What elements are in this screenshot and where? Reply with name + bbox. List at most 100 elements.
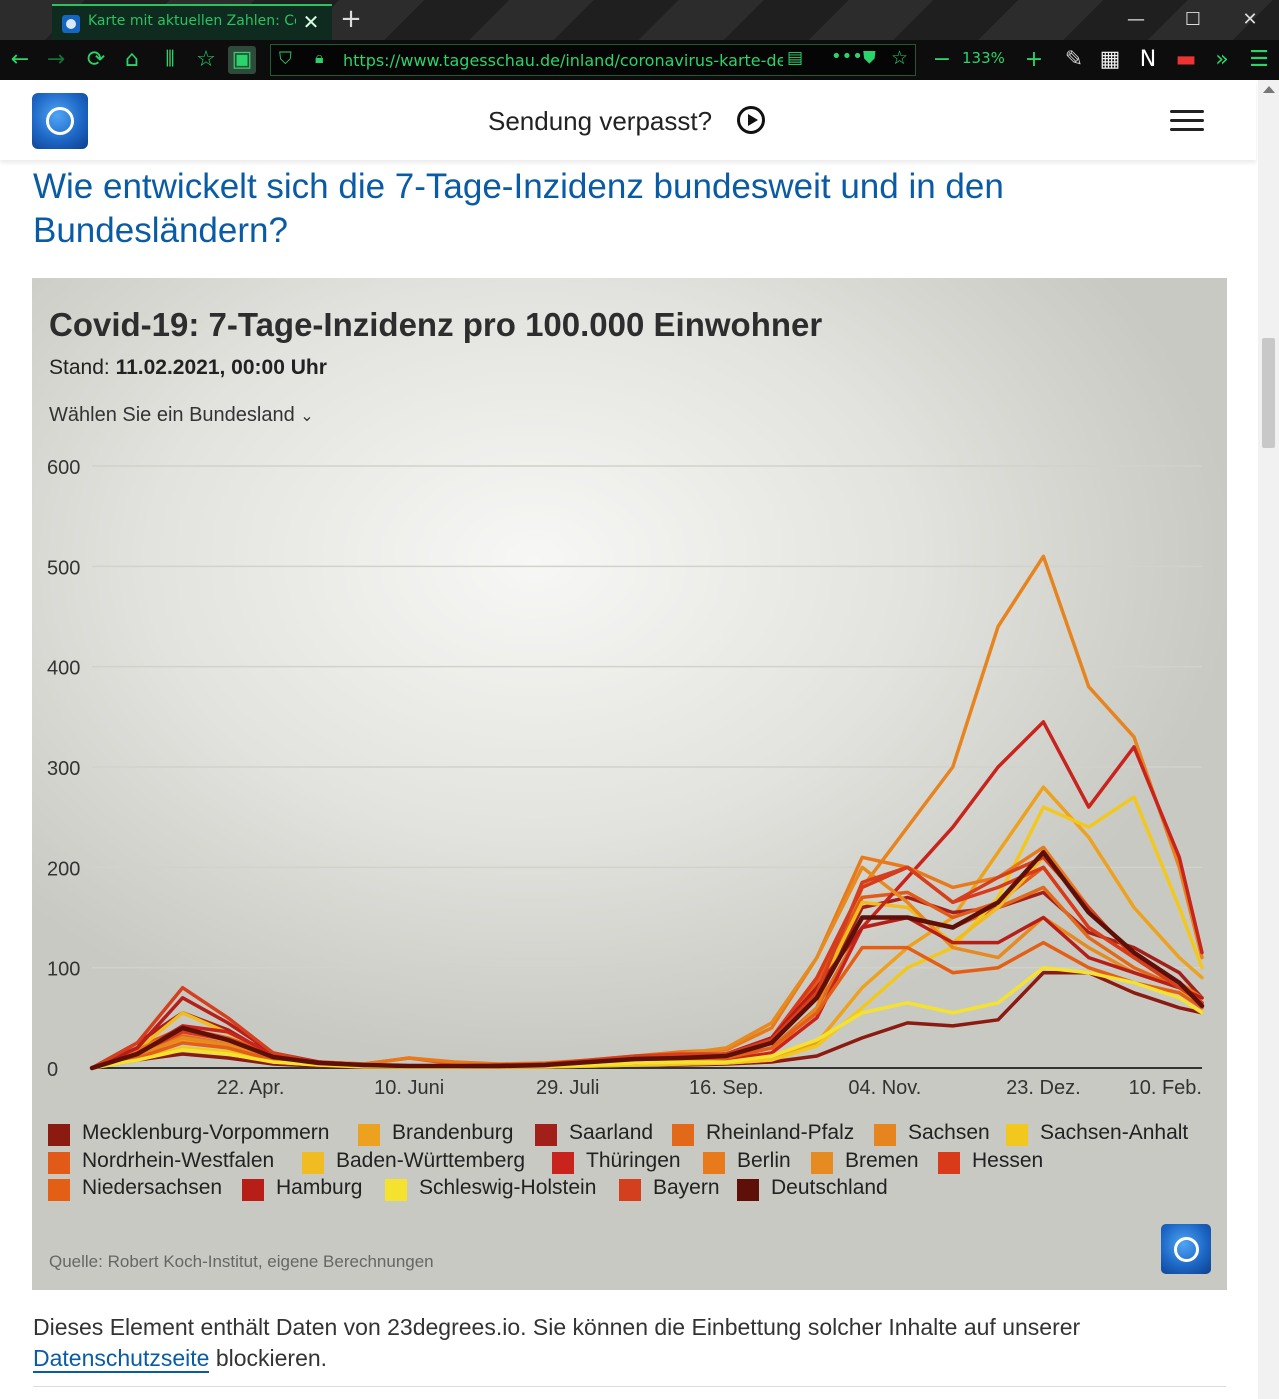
eyedropper-icon[interactable]: ✎ <box>1064 47 1084 72</box>
bundesland-select-label: Wählen Sie ein Bundesland <box>49 404 295 426</box>
notion-icon[interactable]: N <box>1139 47 1157 72</box>
bundesland-select[interactable]: Wählen Sie ein Bundesland ⌄ <box>49 404 349 432</box>
browser-tab[interactable]: Karte mit aktuellen Zahlen: Coro ✕ <box>52 4 332 40</box>
url-text[interactable]: https://www.tagesschau.de/inland/coronav… <box>343 51 783 70</box>
legend-label: Saarland <box>569 1121 654 1144</box>
tagesschau-favicon-icon <box>62 15 80 33</box>
more-actions-icon[interactable]: ••• <box>831 46 863 67</box>
back-arrow-icon[interactable]: ← <box>10 47 30 72</box>
legend-label: Bayern <box>653 1176 720 1199</box>
legend-label: Hamburg <box>276 1176 363 1199</box>
maximize-icon[interactable]: ☐ <box>1184 9 1202 30</box>
legend-swatch <box>874 1124 896 1146</box>
legend-label: Nordrhein-Westfalen <box>82 1148 275 1172</box>
x-tick-label: 10. Juni <box>374 1077 444 1099</box>
legend-swatch <box>703 1151 725 1174</box>
legend-swatch <box>48 1179 70 1201</box>
legend-label: Baden-Württemberg <box>336 1148 526 1172</box>
legend-swatch <box>737 1179 759 1201</box>
series-line-sachsen[interactable] <box>90 554 1204 1070</box>
series-line-sachsen-anhalt[interactable] <box>90 795 1204 1070</box>
chevron-down-icon: ⌄ <box>300 408 314 425</box>
series-line-deutschland[interactable] <box>89 850 1205 1071</box>
legend-label: Hessen <box>972 1148 1044 1172</box>
embed-note-prefix: Dieses Element enthält Daten von 23degre… <box>33 1314 1081 1340</box>
series-line-brandenburg[interactable] <box>90 785 1204 1070</box>
library-icon[interactable]: ⫴ <box>165 47 175 72</box>
shield-icon[interactable]: ⛉ <box>279 49 292 69</box>
series-lines <box>89 554 1205 1071</box>
legend-label: Sachsen <box>908 1121 990 1144</box>
reader-view-icon[interactable]: ▤ <box>787 48 804 68</box>
legend-swatch <box>535 1124 557 1146</box>
x-tick-label: 23. Dez. <box>1006 1077 1080 1099</box>
close-window-icon[interactable]: ✕ <box>1242 9 1258 30</box>
url-bar[interactable]: ⛉ 🔒︎ https://www.tagesschau.de/inland/co… <box>270 44 916 76</box>
site-header: Sendung verpasst? <box>0 80 1256 160</box>
x-tick-label: 10. Feb. <box>1129 1077 1202 1099</box>
stand-label: Stand: <box>49 356 110 379</box>
legend-label: Schleswig-Holstein <box>419 1176 597 1199</box>
bookmark-page-star-icon[interactable]: ☆ <box>891 47 909 69</box>
lock-icon[interactable]: 🔒︎ <box>315 48 324 67</box>
legend-swatch <box>358 1124 380 1146</box>
series-line-berlin[interactable] <box>90 845 1204 1070</box>
incidence-line-chart: 0 100 200 300 400 500 600 22. Apr. 10. Juni 29. … <box>47 457 1205 1099</box>
chart-date-stamp: Stand: 11.02.2021, 00:00 Uhr <box>49 356 549 384</box>
y-tick-label: 500 <box>47 557 80 579</box>
series-line-bayern[interactable] <box>90 855 1204 1070</box>
legend-swatch <box>385 1179 407 1201</box>
scrollbar-thumb[interactable] <box>1262 338 1275 448</box>
legend-label: Sachsen-Anhalt <box>1040 1121 1189 1144</box>
legend-swatch <box>1006 1124 1028 1146</box>
overflow-chevrons-icon[interactable]: » <box>1215 47 1229 72</box>
x-tick-label: 16. Sep. <box>689 1077 764 1099</box>
chart-container: Covid-19: 7-Tage-Inzidenz pro 100.000 Ei… <box>32 278 1227 1290</box>
legend-label: Berlin <box>737 1148 791 1172</box>
chart-logo-ring <box>1174 1237 1199 1262</box>
forward-arrow-icon[interactable]: → <box>46 47 66 72</box>
zoom-level[interactable]: 133% <box>962 49 1005 67</box>
password-manager-icon[interactable]: ▬ <box>1175 47 1197 72</box>
reader-extension-icon[interactable]: ▣ <box>228 46 256 74</box>
new-tab-plus-icon[interactable]: + <box>340 4 362 34</box>
home-icon[interactable]: ⌂ <box>125 47 139 72</box>
legend-swatch <box>552 1151 574 1174</box>
legend-label: Bremen <box>845 1148 919 1172</box>
tagesschau-chart-logo-icon <box>1161 1224 1211 1274</box>
minimize-icon[interactable]: — <box>1127 9 1145 30</box>
y-tick-label: 300 <box>47 758 80 780</box>
embed-note-suffix: blockieren. <box>209 1345 328 1371</box>
page-scrollbar[interactable] <box>1258 80 1279 1399</box>
browser-nav-bar: ← → ⟳ ⌂ ⫴ ☆ ▣ ⛉ 🔒︎ https://www.tagesscha… <box>0 40 1279 80</box>
series-line-baden-württemberg[interactable] <box>90 855 1204 1070</box>
chart-source: Quelle: Robert Koch-Institut, eigene Ber… <box>49 1252 434 1271</box>
chart-legend: Mecklenburg-Vorpommern Brandenburg Saarlan… <box>48 1121 1218 1211</box>
scroll-up-arrow-icon[interactable] <box>1263 86 1275 93</box>
y-tick-label: 400 <box>47 658 80 680</box>
series-line-schleswig-holstein[interactable] <box>90 965 1204 1070</box>
play-icon[interactable] <box>737 106 765 134</box>
zoom-in-icon[interactable]: + <box>1024 47 1044 72</box>
zoom-out-icon[interactable]: − <box>932 47 952 72</box>
legend-swatch <box>302 1151 324 1174</box>
legend-label: Brandenburg <box>392 1121 514 1144</box>
privacy-page-link[interactable]: Datenschutzseite <box>33 1345 210 1373</box>
legend-label: Rheinland-Pfalz <box>706 1121 855 1144</box>
close-tab-icon[interactable]: ✕ <box>302 10 320 34</box>
reload-icon[interactable]: ⟳ <box>86 47 106 72</box>
sendung-verpasst-link[interactable]: Sendung verpasst? <box>488 106 713 136</box>
x-tick-label: 22. Apr. <box>217 1077 285 1099</box>
hamburger-menu-icon[interactable] <box>1170 110 1204 132</box>
x-tick-label: 04. Nov. <box>848 1077 921 1099</box>
bookmark-star-icon[interactable]: ☆ <box>196 47 216 72</box>
logo-ring <box>46 107 74 135</box>
y-tick-label: 600 <box>47 457 80 479</box>
tagesschau-logo-icon[interactable] <box>32 93 88 149</box>
legend-swatch <box>242 1179 264 1201</box>
calendar-extension-icon[interactable]: ▦ <box>1099 47 1121 72</box>
x-axis-ticks: 22. Apr. 10. Juni 29. Juli 16. Sep. 04. Nov.… <box>217 1077 1202 1099</box>
pocket-icon[interactable]: ⛊ <box>863 48 876 68</box>
legend-label: Mecklenburg-Vorpommern <box>82 1121 330 1144</box>
menu-icon[interactable]: ☰ <box>1249 47 1269 72</box>
